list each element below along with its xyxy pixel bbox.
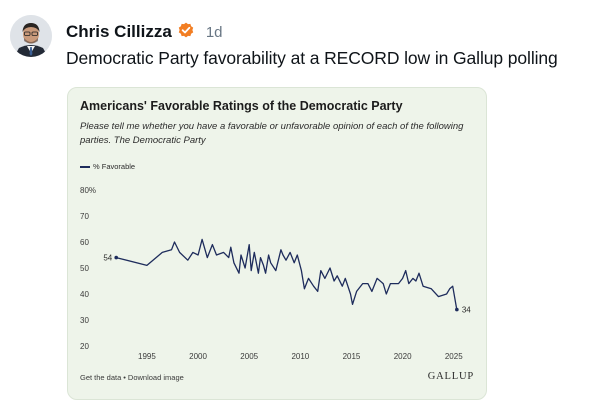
start-value-label: 54 — [103, 254, 112, 263]
end-value-label: 34 — [462, 306, 471, 315]
chart-card[interactable]: Americans' Favorable Ratings of the Demo… — [67, 87, 487, 400]
footer-separator: • — [123, 373, 126, 382]
y-tick-label: 50 — [80, 264, 89, 273]
x-tick-label: 2025 — [445, 352, 463, 361]
x-tick-label: 2015 — [343, 352, 361, 361]
y-tick-label: 20 — [80, 342, 89, 351]
legend-swatch — [80, 165, 90, 168]
author-line: Chris Cillizza 1d — [66, 20, 223, 44]
x-tick-label: 2020 — [394, 352, 412, 361]
post-timestamp[interactable]: 1d — [205, 23, 223, 41]
start-point — [114, 255, 119, 260]
gallup-logo: GALLUP — [427, 371, 474, 382]
post-text: Democratic Party favorability at a RECOR… — [66, 48, 558, 68]
end-point — [455, 307, 459, 312]
line-chart: 20 30 40 50 60 70 80% 1995 2000 2005 2010 2015 2020… — [80, 186, 471, 361]
y-tick-label: 80% — [80, 186, 96, 195]
avatar[interactable] — [10, 15, 52, 57]
legend-label: % Favorable — [93, 162, 136, 171]
y-tick-label: 60 — [80, 238, 89, 247]
x-tick-label: 2000 — [189, 352, 207, 361]
chart-footer: Get the data • Download image — [80, 373, 184, 382]
chart-legend: % Favorable — [80, 162, 135, 171]
chart-subtitle: Please tell me whether you have a favora… — [80, 121, 464, 146]
chart-title: Americans' Favorable Ratings of the Demo… — [80, 99, 403, 113]
verified-badge-icon — [178, 22, 194, 43]
author-name[interactable]: Chris Cillizza — [66, 22, 172, 41]
y-tick-label: 30 — [80, 316, 89, 325]
y-tick-label: 40 — [80, 290, 89, 299]
get-data-link[interactable]: Get the data — [80, 373, 122, 382]
download-image-link[interactable]: Download image — [127, 373, 184, 382]
x-tick-label: 2010 — [291, 352, 309, 361]
x-tick-label: 1995 — [138, 352, 156, 361]
series-line-favorable — [116, 238, 458, 310]
x-tick-label: 2005 — [240, 352, 258, 361]
y-tick-label: 70 — [80, 212, 89, 221]
